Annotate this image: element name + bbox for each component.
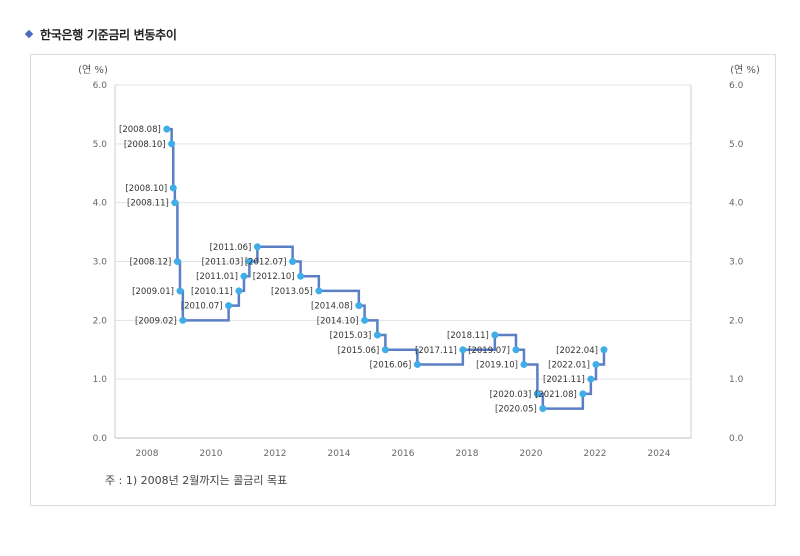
y-tick-label-right: 1.0 bbox=[729, 375, 744, 385]
data-label: [2018.11] bbox=[447, 331, 489, 341]
data-point bbox=[315, 287, 323, 295]
data-point bbox=[179, 316, 187, 324]
data-point bbox=[592, 360, 600, 368]
data-label: [2014.10] bbox=[317, 316, 359, 326]
data-label: [2009.01] bbox=[132, 287, 174, 297]
data-point bbox=[173, 258, 181, 265]
data-point bbox=[168, 140, 176, 148]
data-label: [2022.01] bbox=[548, 360, 590, 370]
x-tick-label: 2014 bbox=[328, 449, 351, 459]
data-point bbox=[355, 302, 363, 310]
y-tick-label-left: 4.0 bbox=[93, 199, 108, 209]
data-label: [2021.08] bbox=[535, 390, 577, 400]
chart-title-row: 한국은행 기준금리 변동추이 bbox=[24, 25, 177, 43]
data-label: [2021.11] bbox=[543, 375, 585, 385]
y-tick-label-right: 5.0 bbox=[729, 140, 744, 150]
y-tick-label-left: 6.0 bbox=[93, 81, 108, 91]
data-point bbox=[600, 346, 608, 354]
data-point bbox=[587, 375, 595, 383]
data-point bbox=[253, 243, 261, 251]
data-label: [2019.10] bbox=[476, 360, 518, 370]
data-label: [2008.10] bbox=[124, 140, 166, 150]
data-point bbox=[240, 272, 248, 280]
x-tick-label: 2024 bbox=[648, 449, 671, 459]
data-label: [2008.11] bbox=[127, 199, 169, 209]
data-label: [2011.06] bbox=[210, 243, 252, 253]
data-point bbox=[512, 346, 520, 354]
data-point bbox=[539, 405, 547, 413]
y-tick-label-right: 0.0 bbox=[729, 434, 744, 444]
y-axis-unit-right: (연 %) bbox=[730, 64, 760, 76]
data-label: [2020.05] bbox=[495, 405, 537, 415]
data-point bbox=[171, 199, 179, 207]
y-tick-label-right: 2.0 bbox=[729, 316, 744, 326]
x-tick-label: 2010 bbox=[200, 449, 223, 459]
y-tick-label-right: 4.0 bbox=[729, 199, 744, 209]
data-label: [2022.04] bbox=[556, 346, 598, 356]
data-label: [2015.03] bbox=[330, 331, 372, 341]
data-point bbox=[176, 287, 184, 295]
x-tick-label: 2022 bbox=[584, 449, 607, 459]
data-label: [2008.10] bbox=[125, 184, 167, 194]
data-label: [2015.06] bbox=[338, 346, 380, 356]
data-label: [2010.11] bbox=[191, 287, 233, 297]
data-point bbox=[225, 302, 233, 310]
data-label: [2017.11] bbox=[415, 346, 457, 356]
data-point bbox=[381, 346, 389, 354]
data-label: [2014.08] bbox=[311, 302, 353, 312]
data-point bbox=[459, 346, 467, 354]
chart-panel bbox=[30, 54, 776, 506]
data-point bbox=[373, 331, 381, 339]
data-point bbox=[520, 360, 528, 368]
x-tick-label: 2008 bbox=[136, 449, 159, 459]
x-tick-label: 2016 bbox=[392, 449, 415, 459]
data-point bbox=[163, 125, 171, 133]
y-tick-label-right: 6.0 bbox=[729, 81, 744, 91]
y-axis-unit-left: (연 %) bbox=[78, 64, 108, 76]
data-label: [2011.03] bbox=[202, 258, 244, 268]
data-label: [2008.12] bbox=[130, 258, 172, 268]
data-point bbox=[533, 390, 541, 398]
y-tick-label-left: 5.0 bbox=[93, 140, 108, 150]
data-point bbox=[297, 272, 305, 280]
data-label: [2012.10] bbox=[253, 272, 295, 282]
data-point bbox=[245, 258, 253, 265]
data-point bbox=[579, 390, 587, 398]
data-label: [2020.03] bbox=[490, 390, 532, 400]
data-point bbox=[289, 258, 297, 265]
data-label: [2016.06] bbox=[370, 360, 412, 370]
data-label: [2011.01] bbox=[196, 272, 238, 282]
y-tick-label-right: 3.0 bbox=[729, 258, 744, 268]
y-tick-label-left: 1.0 bbox=[93, 375, 108, 385]
data-label: [2012.07] bbox=[245, 258, 287, 268]
data-point bbox=[361, 316, 369, 324]
x-tick-label: 2012 bbox=[264, 449, 287, 459]
data-label: [2008.08] bbox=[119, 125, 161, 135]
chart-footnote: 주 : 1) 2008년 2월까지는 콜금리 목표 bbox=[105, 474, 288, 487]
data-label: [2013.05] bbox=[271, 287, 313, 297]
data-point bbox=[169, 184, 177, 192]
x-tick-label: 2018 bbox=[456, 449, 479, 459]
data-point bbox=[413, 360, 421, 368]
data-label: [2019.07] bbox=[468, 346, 510, 356]
y-tick-label-left: 0.0 bbox=[93, 434, 108, 444]
data-point bbox=[491, 331, 499, 339]
x-tick-label: 2020 bbox=[520, 449, 543, 459]
y-tick-label-left: 3.0 bbox=[93, 258, 108, 268]
data-label: [2010.07] bbox=[181, 302, 223, 312]
data-label: [2009.02] bbox=[135, 316, 177, 326]
data-point bbox=[235, 287, 243, 295]
y-tick-label-left: 2.0 bbox=[93, 316, 108, 326]
chart-title: 한국은행 기준금리 변동추이 bbox=[40, 27, 177, 42]
